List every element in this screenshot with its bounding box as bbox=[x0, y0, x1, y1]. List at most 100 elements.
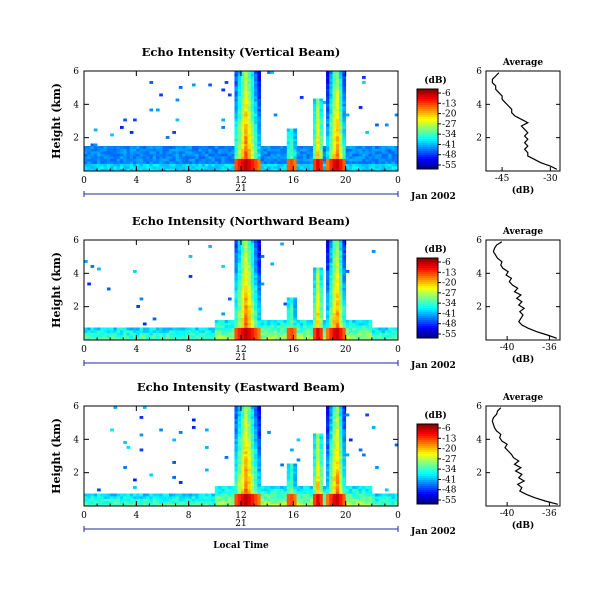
heatmap-cell bbox=[221, 126, 226, 129]
heatmap-cell bbox=[149, 493, 154, 497]
heatmap-cell bbox=[276, 166, 281, 169]
colorbar-segment bbox=[417, 145, 438, 148]
heatmap-cell bbox=[234, 287, 239, 291]
heatmap-cell bbox=[309, 335, 314, 338]
heatmap-cell bbox=[362, 486, 366, 489]
heatmap-cell bbox=[237, 156, 242, 159]
heatmap-cell bbox=[270, 498, 275, 502]
heatmap-cell bbox=[355, 320, 360, 323]
heatmap-cell bbox=[260, 156, 265, 159]
heatmap-cell bbox=[342, 262, 347, 266]
heatmap-cell bbox=[237, 141, 242, 144]
heatmap-cell bbox=[257, 486, 262, 489]
heatmap-cell bbox=[332, 292, 337, 296]
heatmap-cell bbox=[182, 501, 186, 504]
heatmap-cell bbox=[152, 493, 157, 497]
heatmap-cell bbox=[234, 108, 239, 112]
heatmap-cell bbox=[339, 131, 343, 134]
heatmap-cell bbox=[319, 312, 324, 316]
heatmap-cell bbox=[241, 240, 245, 243]
heatmap-cell bbox=[146, 161, 150, 164]
heatmap-cell bbox=[257, 453, 262, 457]
heatmap-cell bbox=[332, 463, 337, 467]
profile-x-tick-label: -40 bbox=[500, 343, 515, 353]
heatmap-cell bbox=[191, 163, 196, 167]
heatmap-cell bbox=[335, 438, 340, 442]
heatmap-cell bbox=[309, 332, 314, 336]
heatmap-cell bbox=[97, 496, 101, 499]
heatmap-cell bbox=[335, 337, 340, 341]
heatmap-cell bbox=[286, 481, 291, 484]
heatmap-cell bbox=[335, 83, 340, 87]
heatmap-cell bbox=[191, 156, 196, 159]
heatmap-cell bbox=[149, 156, 154, 159]
heatmap-cell bbox=[283, 332, 288, 336]
heatmap-cell bbox=[133, 496, 137, 499]
heatmap-cell bbox=[375, 327, 379, 331]
heatmap-cell bbox=[335, 156, 340, 159]
colorbar-tick-label: -34 bbox=[442, 299, 457, 309]
colorbar-segment bbox=[417, 446, 438, 449]
heatmap-cell bbox=[296, 158, 301, 162]
heatmap-cell bbox=[257, 285, 262, 288]
heatmap-cell bbox=[175, 501, 180, 504]
heatmap-cell bbox=[312, 290, 317, 293]
heatmap-cell bbox=[221, 327, 226, 331]
heatmap-cell bbox=[286, 322, 291, 326]
heatmap-cell bbox=[113, 332, 118, 336]
heatmap-cell bbox=[270, 148, 275, 152]
heatmap-cell bbox=[234, 488, 239, 492]
heatmap-cell bbox=[316, 443, 320, 447]
heatmap-cell bbox=[247, 436, 252, 439]
heatmap-cell bbox=[339, 133, 343, 137]
heatmap-cell bbox=[159, 168, 163, 172]
heatmap-cell bbox=[365, 337, 369, 341]
heatmap-cell bbox=[224, 330, 229, 333]
heatmap-cell bbox=[358, 320, 363, 323]
heatmap-cell bbox=[322, 168, 327, 172]
colorbar-segment bbox=[417, 482, 438, 485]
heatmap-cell bbox=[126, 153, 131, 157]
heatmap-cell bbox=[329, 297, 333, 301]
heatmap-cell bbox=[198, 501, 203, 504]
heatmap-cell bbox=[178, 151, 183, 154]
heatmap-cell bbox=[214, 496, 219, 499]
heatmap-cell bbox=[241, 317, 245, 321]
heatmap-cell bbox=[182, 335, 186, 338]
heatmap-cell bbox=[319, 153, 324, 157]
heatmap-cell bbox=[172, 158, 176, 162]
heatmap-cell bbox=[362, 332, 366, 336]
heatmap-cell bbox=[237, 287, 242, 291]
heatmap-cell bbox=[309, 486, 314, 489]
heatmap-cell bbox=[139, 496, 144, 499]
heatmap-cell bbox=[218, 493, 222, 497]
heatmap-cell bbox=[110, 168, 114, 172]
heatmap-cell bbox=[234, 297, 239, 301]
heatmap-cell bbox=[371, 332, 376, 336]
heatmap-cell bbox=[257, 96, 262, 99]
heatmap-cell bbox=[329, 98, 333, 102]
heatmap-cell bbox=[244, 423, 248, 427]
heatmap-cell bbox=[178, 337, 183, 341]
heatmap-cell bbox=[312, 332, 317, 336]
colorbar-segment bbox=[417, 262, 438, 265]
heatmap-cell bbox=[312, 285, 317, 288]
heatmap-cell bbox=[296, 146, 301, 149]
heatmap-cell bbox=[332, 265, 337, 268]
heatmap-cell bbox=[326, 111, 330, 114]
colorbar-segment bbox=[417, 464, 438, 467]
heatmap-cell bbox=[316, 317, 320, 321]
heatmap-cell bbox=[231, 168, 235, 172]
heatmap-cell bbox=[332, 252, 337, 256]
heatmap-cell bbox=[345, 320, 350, 323]
heatmap-cell bbox=[234, 146, 239, 149]
heatmap-cell bbox=[332, 446, 337, 449]
heatmap-cell bbox=[116, 501, 121, 504]
heatmap-cell bbox=[394, 493, 399, 497]
heatmap-cell bbox=[368, 498, 373, 502]
heatmap-cell bbox=[339, 486, 343, 489]
heatmap-cell bbox=[352, 337, 356, 341]
heatmap-cell bbox=[136, 327, 140, 331]
heatmap-cell bbox=[378, 168, 383, 172]
heatmap-cell bbox=[355, 158, 360, 162]
